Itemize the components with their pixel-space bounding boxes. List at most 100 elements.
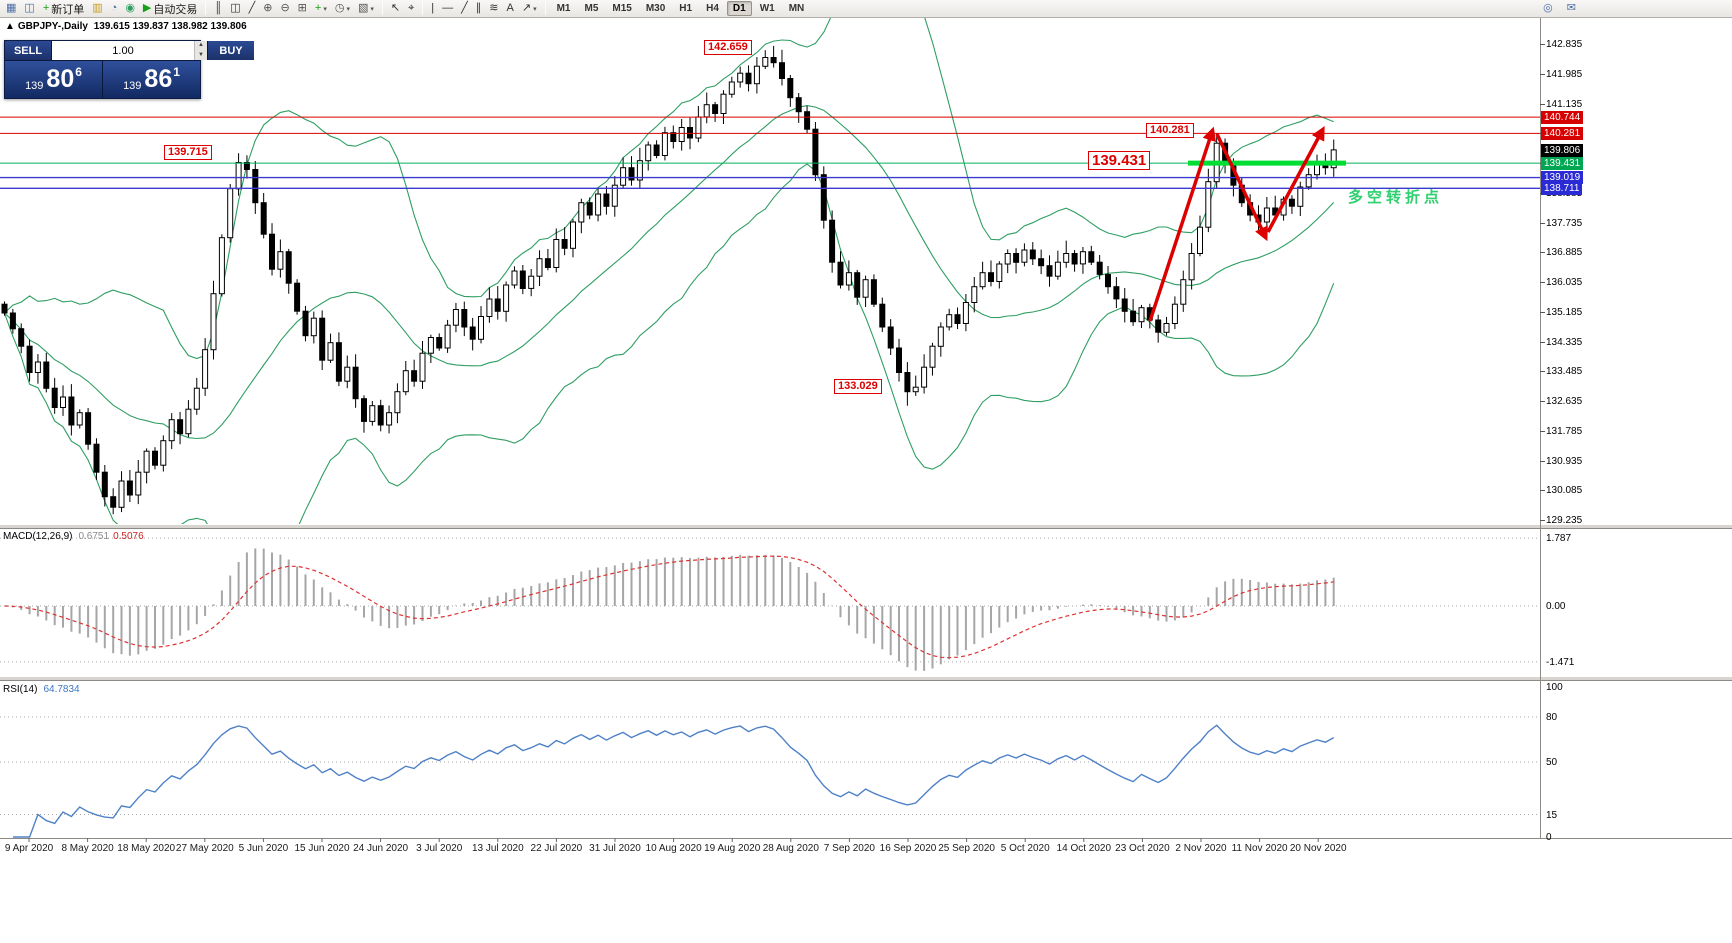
market-button[interactable]: ◉ — [121, 1, 139, 17]
rsi-panel-separator[interactable] — [0, 676, 1732, 681]
timeframe-w1[interactable]: W1 — [754, 1, 781, 16]
macd-name: MACD(12,26,9) — [3, 531, 73, 542]
price-axis-label: 134.335 — [1546, 336, 1583, 348]
macd-panel-separator[interactable] — [0, 524, 1732, 529]
tile-windows-button[interactable]: ⊞ — [294, 1, 311, 17]
notifications-icon: ✉ — [1566, 2, 1576, 14]
price-annotation-140.281[interactable]: 140.281 — [1146, 123, 1194, 138]
symbol-collapse-arrow[interactable]: ▲ — [5, 21, 15, 32]
price-marker-139.806: 139.806 — [1541, 143, 1584, 157]
autotrade-label: 自动交易 — [153, 3, 198, 16]
zoom-in-icon: ⊕ — [263, 2, 273, 14]
trendline-button[interactable]: ╱ — [457, 1, 472, 17]
new-order-label: 新订单 — [51, 3, 85, 16]
timeframe-mn[interactable]: MN — [783, 1, 811, 16]
timeframe-m30[interactable]: M30 — [640, 1, 671, 16]
price-axis-tick — [1540, 222, 1545, 224]
price-annotation-142.659[interactable]: 142.659 — [704, 40, 752, 55]
date-axis-label: 7 Sep 2020 — [823, 843, 875, 854]
timeframe-m15[interactable]: M15 — [606, 1, 637, 16]
turning-point-note[interactable]: 多空转折点 — [1348, 189, 1444, 206]
date-axis-label: 5 Jun 2020 — [238, 843, 289, 854]
text-label-button[interactable]: A — [503, 1, 518, 17]
toolbar: ▦ ◫ + 新订单 ▥ ◔ ◉ ▶ 自动交易 ║ ◫ ╱ ⊕ ⊖ ⊞ + ▾ ◷ ▾ ▧ ▾ ↖ ⌖ | — ╱ ∥ ≋ A ↗ ▾ M1 M5… — [0, 0, 1732, 18]
price-marker-139.019: 139.019 — [1541, 171, 1584, 185]
notifications-button[interactable]: ✉ — [1563, 1, 1580, 17]
timeframe-m5[interactable]: M5 — [578, 1, 604, 16]
terminal-button[interactable]: ▥ — [88, 1, 106, 17]
buy-price-button[interactable]: 139 86 1 — [103, 61, 200, 98]
volume-spinner: ▲ ▼ — [194, 41, 207, 60]
date-axis-label: 19 Aug 2020 — [704, 843, 761, 854]
rsi-value: 64.7834 — [43, 684, 80, 695]
periods-button[interactable]: ◷ ▾ — [331, 1, 354, 17]
price-axis-tick — [1540, 311, 1545, 313]
chart-profiles-icon: ◫ — [24, 2, 35, 14]
rsi-axis-label: 50 — [1546, 757, 1558, 768]
price-axis-label: 129.235 — [1546, 515, 1583, 526]
price-marker-138.711: 138.711 — [1541, 181, 1583, 195]
date-axis-label: 18 May 2020 — [117, 843, 176, 854]
price-axis-tick — [1540, 520, 1545, 521]
fibonacci-retracement-button[interactable]: ≋ — [485, 1, 502, 17]
sell-button[interactable]: SELL — [5, 41, 51, 60]
equidistant-channel-button[interactable]: ∥ — [472, 1, 486, 17]
date-axis-label: 16 Sep 2020 — [879, 843, 937, 854]
timeframe-h1[interactable]: H1 — [673, 1, 698, 16]
cursor-button[interactable]: ↖ — [387, 1, 404, 17]
date-axis-label: 15 Jun 2020 — [294, 843, 350, 854]
date-axis-label: 24 Jun 2020 — [353, 843, 409, 854]
price-annotation-139.715[interactable]: 139.715 — [164, 145, 212, 160]
price-axis-tick — [1540, 282, 1545, 283]
strategy-tester-button[interactable]: ◔ — [107, 1, 122, 17]
buy-price-sup: 1 — [173, 65, 180, 79]
search-button[interactable]: ◎ — [1539, 1, 1557, 17]
new-chart-button[interactable]: ▦ — [2, 1, 20, 17]
zoom-out-button[interactable]: ⊖ — [276, 1, 293, 17]
price-axis-label: 133.485 — [1546, 366, 1583, 378]
timeframe-m1[interactable]: M1 — [551, 1, 577, 16]
macd-axis-label: 0.00 — [1546, 601, 1566, 612]
new-order-button[interactable]: + 新订单 — [39, 1, 88, 17]
market-icon: ◉ — [125, 2, 135, 14]
trend-arrows — [1148, 126, 1325, 322]
timeframe-d1[interactable]: D1 — [726, 1, 752, 16]
equidistant-channel-icon: ∥ — [475, 2, 482, 14]
vertical-line-button[interactable]: | — [427, 1, 438, 17]
autotrade-button[interactable]: ▶ 自动交易 — [139, 1, 201, 17]
price-axis-label: 135.185 — [1546, 306, 1583, 318]
timeframe-h4[interactable]: H4 — [700, 1, 725, 16]
bollinger-bands — [3, 18, 1335, 524]
price-axis-tick — [1540, 341, 1545, 343]
volume-up-icon[interactable]: ▲ — [195, 41, 207, 51]
chart-profiles-button[interactable]: ◫ — [20, 1, 38, 17]
price-axis-label: 132.635 — [1546, 396, 1583, 407]
tile-windows-icon: ⊞ — [297, 2, 307, 14]
trade-panel-prices: 139 80 6 139 86 1 — [5, 61, 200, 98]
horizontal-line-icon: — — [442, 2, 454, 14]
price-annotation-139.431[interactable]: 139.431 — [1088, 151, 1151, 170]
horizontal-lines — [0, 116, 1540, 190]
indicators-icon: + — [314, 2, 322, 14]
symbol-ohlc: 139.615 139.837 138.982 139.806 — [93, 21, 247, 32]
volume-input[interactable] — [52, 41, 194, 60]
horizontal-line-button[interactable]: — — [438, 1, 457, 17]
sell-price-prefix: 139 — [25, 80, 44, 92]
crosshair-button[interactable]: ⌖ — [404, 1, 418, 17]
sell-price-button[interactable]: 139 80 6 — [5, 61, 103, 98]
templates-button[interactable]: ▧ ▾ — [354, 1, 378, 17]
buy-button[interactable]: BUY — [208, 41, 254, 60]
trendline-icon: ╱ — [461, 2, 468, 14]
price-axis-label: 130.935 — [1546, 455, 1583, 467]
zoom-in-button[interactable]: ⊕ — [259, 1, 276, 17]
candlestick-chart-button[interactable]: ◫ — [226, 1, 244, 17]
price-annotation-133.029[interactable]: 133.029 — [834, 379, 882, 394]
line-chart-button[interactable]: ╱ — [245, 1, 260, 17]
arrows-tool-button[interactable]: ↗ ▾ — [518, 1, 541, 17]
indicators-button[interactable]: + ▾ — [311, 1, 331, 17]
bars-chart-button[interactable]: ║ — [210, 1, 226, 17]
date-axis-label: 9 Apr 2020 — [4, 843, 54, 854]
volume-down-icon[interactable]: ▼ — [195, 50, 207, 60]
